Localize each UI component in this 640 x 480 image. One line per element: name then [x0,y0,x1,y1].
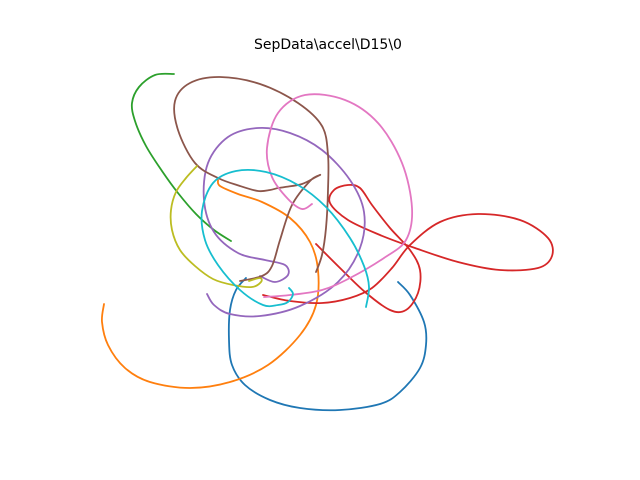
series-line-7 [263,93,414,298]
series-line-2 [100,179,320,389]
series-line-1 [227,277,428,412]
series-line-9 [200,169,370,308]
series-line-8 [169,165,263,289]
series-line-4 [262,183,554,314]
series-line-5 [202,126,366,318]
chart-title: SepData\accel\D15\0 [254,37,402,53]
plot-area [100,72,554,412]
series-line-6 [173,76,330,282]
